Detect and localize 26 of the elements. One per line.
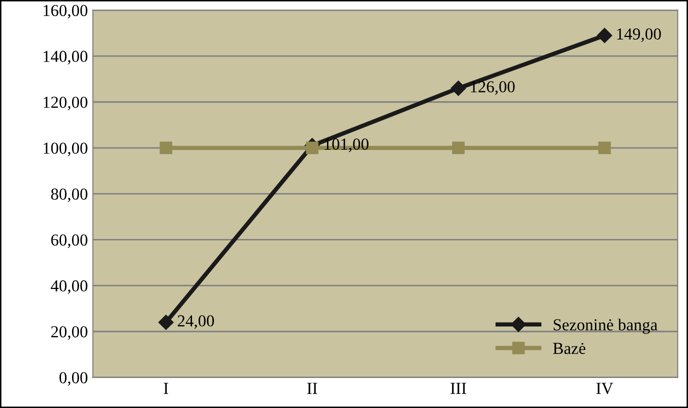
x-tick-label: II xyxy=(307,382,318,394)
y-tick-label: 20,00 xyxy=(51,326,88,340)
x-tick-label: III xyxy=(450,382,466,394)
legend-label: Bazė xyxy=(553,342,586,354)
y-tick-label: 0,00 xyxy=(59,372,88,386)
data-label: 101,00 xyxy=(324,138,368,152)
y-tick-label: 120,00 xyxy=(44,96,88,110)
y-tick-label: 140,00 xyxy=(44,50,88,64)
point xyxy=(450,80,466,96)
point xyxy=(452,142,465,154)
y-tick-label: 40,00 xyxy=(50,280,88,294)
legend-label: Sezoninė banga xyxy=(554,318,658,334)
point xyxy=(597,28,612,44)
point xyxy=(306,142,318,154)
data-label: 149,00 xyxy=(617,28,661,42)
data-label: 126,00 xyxy=(470,81,515,95)
data-label: 24,00 xyxy=(178,315,214,329)
y-tick-label: 80,00 xyxy=(51,188,88,202)
y-tick-label: 100,00 xyxy=(44,142,88,156)
y-tick-label: 60,00 xyxy=(51,234,88,248)
point xyxy=(160,142,172,154)
point xyxy=(158,314,174,330)
point xyxy=(598,142,611,154)
x-tick-label: IV xyxy=(596,382,614,394)
y-tick-label: 160,00 xyxy=(44,4,88,19)
x-tick-label: I xyxy=(164,382,168,394)
